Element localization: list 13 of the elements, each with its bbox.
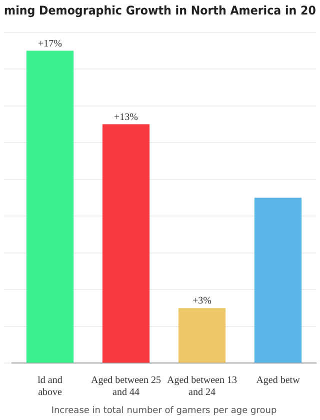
bar — [254, 198, 302, 363]
data-label: +17% — [38, 38, 62, 50]
bar — [178, 308, 226, 363]
x-tick-label: Aged betw — [256, 374, 301, 386]
chart-title: ming Demographic Growth in North America in 20 — [4, 2, 316, 18]
x-tick-label: ld and above — [38, 374, 62, 398]
x-axis-title: Increase in total number of gamers per age group — [51, 406, 277, 416]
x-tick-label: Aged between 25 and 44 — [91, 374, 161, 398]
data-label: +13% — [114, 112, 138, 123]
bar — [102, 124, 150, 363]
x-tick-label: Aged between 13 and 24 — [167, 374, 237, 398]
bar — [26, 50, 74, 363]
data-label: +3% — [192, 296, 212, 307]
